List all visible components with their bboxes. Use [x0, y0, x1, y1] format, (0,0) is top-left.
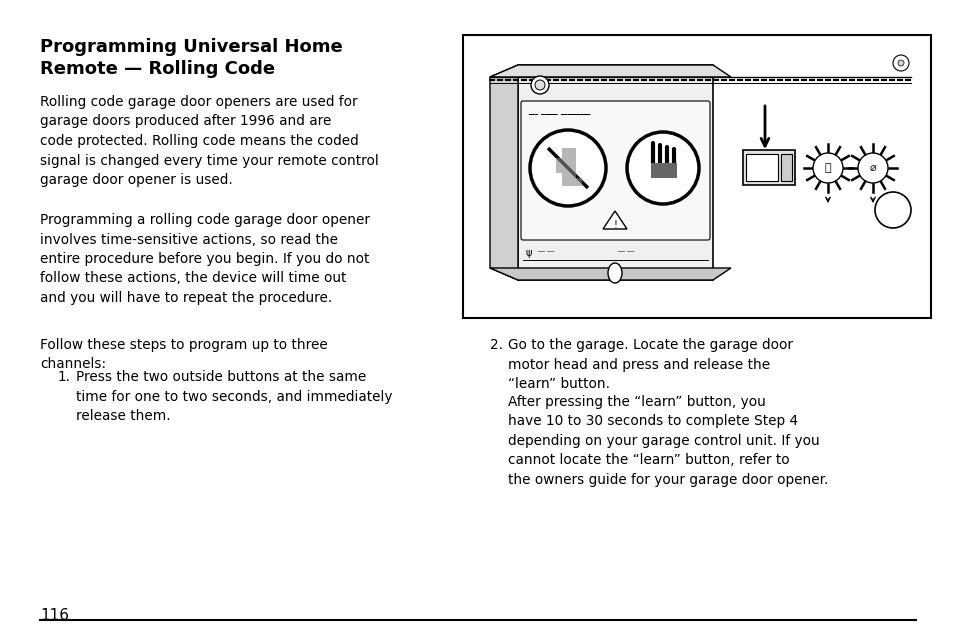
- Bar: [462, 35, 930, 318]
- Text: ⌀: ⌀: [869, 163, 876, 173]
- Polygon shape: [490, 65, 730, 77]
- Ellipse shape: [607, 263, 621, 283]
- Polygon shape: [490, 268, 730, 280]
- Bar: [742, 150, 794, 185]
- Circle shape: [892, 55, 908, 71]
- Text: Press the two outside buttons at the same
time for one to two seconds, and immed: Press the two outside buttons at the sam…: [76, 370, 392, 423]
- Text: ⏽: ⏽: [823, 163, 830, 173]
- Text: ━━━  ━━━━━  ━━━━━━━━━: ━━━ ━━━━━ ━━━━━━━━━: [527, 113, 590, 118]
- Text: 116: 116: [40, 608, 69, 623]
- Text: Programming Universal Home: Programming Universal Home: [40, 38, 342, 56]
- Text: ― ―: ― ―: [537, 248, 554, 254]
- Circle shape: [812, 153, 842, 183]
- Circle shape: [535, 80, 544, 90]
- Circle shape: [857, 153, 887, 183]
- Text: Go to the garage. Locate the garage door
motor head and press and release the
“l: Go to the garage. Locate the garage door…: [507, 338, 792, 391]
- Circle shape: [626, 132, 699, 204]
- Text: ψ: ψ: [525, 248, 532, 258]
- Circle shape: [874, 192, 910, 228]
- Bar: [745, 154, 778, 181]
- Text: Programming a rolling code garage door opener
involves time-sensitive actions, s: Programming a rolling code garage door o…: [40, 213, 370, 305]
- Text: !: !: [613, 220, 617, 230]
- FancyBboxPatch shape: [520, 101, 709, 240]
- Text: Remote — Rolling Code: Remote — Rolling Code: [40, 60, 274, 78]
- Polygon shape: [490, 65, 517, 280]
- Polygon shape: [602, 211, 626, 229]
- Polygon shape: [556, 148, 581, 186]
- Text: 1.: 1.: [58, 370, 71, 384]
- Circle shape: [897, 60, 903, 66]
- Bar: [781, 154, 791, 181]
- Circle shape: [530, 130, 605, 206]
- Circle shape: [531, 76, 548, 94]
- Bar: [650, 163, 677, 178]
- Text: 2.: 2.: [490, 338, 502, 352]
- Bar: [517, 65, 712, 280]
- Text: Rolling code garage door openers are used for
garage doors produced after 1996 a: Rolling code garage door openers are use…: [40, 95, 378, 187]
- Text: Follow these steps to program up to three
channels:: Follow these steps to program up to thre…: [40, 338, 328, 371]
- Text: ― ―: ― ―: [618, 248, 634, 254]
- Text: After pressing the “learn” button, you
have 10 to 30 seconds to complete Step 4
: After pressing the “learn” button, you h…: [507, 395, 827, 487]
